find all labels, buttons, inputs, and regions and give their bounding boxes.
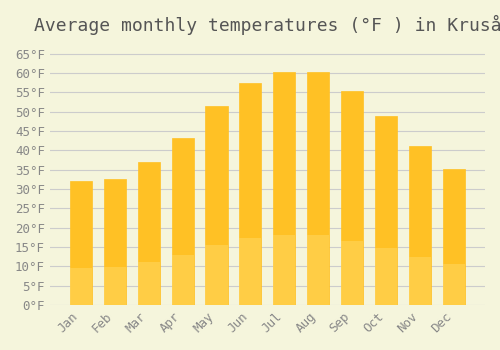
Bar xyxy=(240,238,262,305)
Bar xyxy=(308,72,330,305)
Bar xyxy=(70,268,92,305)
Title: Average monthly temperatures (°F ) in Kruså: Average monthly temperatures (°F ) in Kr… xyxy=(34,15,500,35)
Bar xyxy=(443,169,465,305)
Bar xyxy=(206,106,228,305)
Bar xyxy=(172,138,194,305)
Bar xyxy=(172,255,194,305)
Bar xyxy=(240,83,262,305)
Bar xyxy=(342,91,363,305)
Bar xyxy=(375,248,398,305)
Bar xyxy=(274,235,295,305)
Bar xyxy=(138,162,160,305)
Bar xyxy=(70,181,92,305)
Bar xyxy=(443,264,465,305)
Bar xyxy=(308,235,330,305)
Bar xyxy=(104,178,126,305)
Bar xyxy=(206,245,228,305)
Bar xyxy=(138,262,160,305)
Bar xyxy=(409,146,432,305)
Bar xyxy=(342,241,363,305)
Bar xyxy=(104,267,126,305)
Bar xyxy=(274,72,295,305)
Bar xyxy=(375,116,398,305)
Bar xyxy=(409,257,432,305)
